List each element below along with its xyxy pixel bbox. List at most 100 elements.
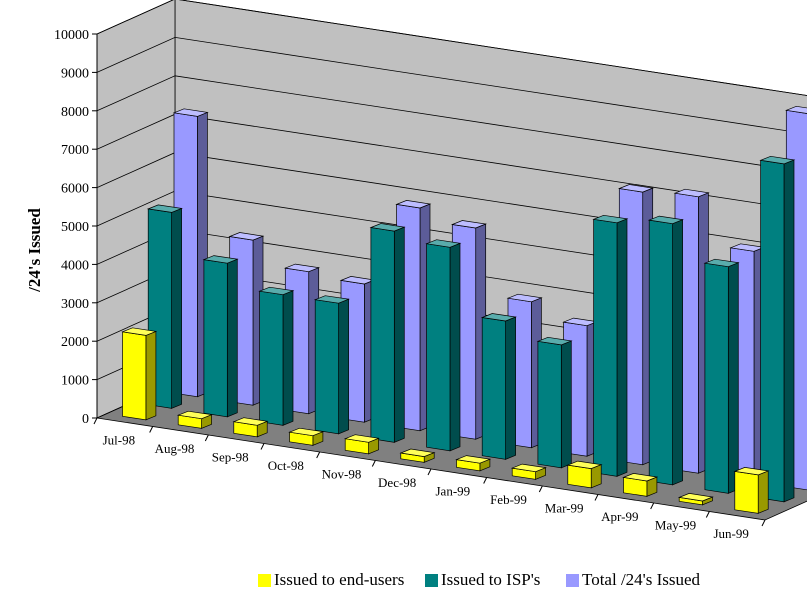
bar-side: [393, 226, 405, 443]
bar-front: [704, 262, 729, 494]
bar-isps-Mar-99: [592, 214, 629, 477]
bar-top: [677, 493, 714, 502]
x-tick-label: Jun-99: [713, 526, 748, 541]
bar-top: [258, 286, 295, 296]
x-tick-label: Nov-98: [322, 466, 362, 481]
bar-front: [537, 340, 562, 469]
bar-front: [259, 290, 284, 426]
bar-front: [314, 299, 339, 435]
y-axis-ticks: 0 1000 2000 3000 4000 5000 6000 7000 8000 9000 100…: [54, 28, 98, 427]
bar-side: [449, 242, 461, 452]
bar-isps-Feb-99: [536, 336, 573, 469]
bar-top: [232, 417, 269, 426]
bar-side: [560, 340, 572, 469]
bar-end-users-Nov-98: [343, 434, 380, 455]
bar-top: [425, 239, 462, 248]
bar-top: [202, 255, 239, 264]
bar-front: [567, 464, 592, 489]
bar-top: [703, 258, 740, 268]
bar-end-users-Aug-98: [176, 410, 213, 429]
y-axis-label: /24's Issued: [25, 208, 44, 293]
bar-end-users-Mar-99: [566, 460, 603, 489]
y-tick-label: 6000: [61, 182, 89, 197]
x-tick-mark: [149, 426, 154, 433]
bar-front: [426, 243, 451, 452]
bar-top: [647, 215, 684, 225]
bar-end-users-Jun-99: [733, 467, 770, 514]
bar-side: [616, 218, 628, 477]
gridline: [96, 36, 807, 135]
legend: Issued to end-users Issued to ISP's Tota…: [0, 570, 807, 592]
x-tick-mark: [204, 434, 209, 442]
legend-label-end-users: Issued to end-users: [274, 570, 405, 589]
x-tick-mark: [316, 451, 321, 459]
bar-top: [536, 336, 573, 346]
bar-top: [146, 204, 183, 213]
bar-top: [506, 293, 543, 303]
bar-isps-Aug-98: [202, 255, 239, 418]
bar-side: [282, 290, 294, 426]
x-tick-label: Feb-99: [490, 492, 527, 507]
bar-isps-Oct-98: [313, 295, 350, 435]
y-tick-label: 7000: [61, 143, 89, 158]
bar-top: [617, 184, 655, 193]
y-tick-label: 3000: [61, 297, 89, 312]
bar-side: [672, 219, 683, 486]
bar-top: [343, 434, 380, 443]
bar-end-users-Sep-98: [232, 417, 269, 438]
bar-side: [727, 262, 739, 494]
x-tick-mark: [594, 494, 599, 501]
bar-end-users-Apr-99: [622, 473, 659, 497]
bar-top: [369, 223, 406, 232]
bar-front: [648, 219, 673, 486]
y-tick-label: 0: [82, 412, 89, 427]
y-tick-label: 1000: [61, 374, 89, 389]
bar-end-users-Jul-98: [121, 327, 158, 421]
bar-top: [176, 410, 213, 420]
x-tick-label: Aug-98: [155, 441, 195, 456]
bar-isps-Nov-98: [369, 223, 406, 443]
x-tick-label: Oct-98: [268, 458, 304, 473]
y-tick-label: 2000: [61, 335, 89, 350]
bar-front: [734, 470, 759, 514]
x-tick-mark: [483, 477, 488, 484]
bar-front: [203, 259, 228, 418]
bar-top: [450, 220, 488, 229]
legend-label-isps: Issued to ISP's: [441, 570, 541, 589]
bar-top: [510, 463, 547, 473]
gridline: [96, 75, 807, 173]
x-tick-mark: [705, 511, 710, 518]
x-tick-mark: [93, 417, 98, 425]
bar-side: [757, 470, 769, 514]
bar-side: [145, 330, 157, 421]
bar-top: [283, 263, 321, 273]
x-tick-mark: [427, 468, 432, 476]
bar-isps-May-99: [703, 258, 740, 494]
y-tick-label: 9000: [61, 66, 89, 81]
y-tick-label: 10000: [54, 28, 89, 43]
bar-end-users-Feb-99: [510, 463, 547, 480]
x-tick-mark: [538, 485, 543, 493]
bar-end-users-Jan-99: [455, 455, 492, 472]
bar-top: [566, 460, 603, 469]
bar-top: [228, 232, 265, 241]
x-tick-mark: [650, 502, 655, 510]
y-tick-label: 5000: [61, 220, 89, 235]
bar-top: [399, 448, 436, 457]
bar-top: [288, 427, 325, 437]
bars: [121, 105, 807, 514]
bar-front: [760, 159, 785, 503]
bar-end-users-Dec-98: [399, 448, 436, 463]
x-tick-mark: [260, 443, 265, 450]
legend-item-total: Total /24's Issued: [566, 570, 700, 590]
x-tick-mark: [371, 460, 376, 467]
x-tick-label: Mar-99: [545, 500, 584, 515]
bar-isps-Jun-99: [759, 155, 796, 503]
x-axis-categories: Jul-98 Aug-98 Sep-98 Oct-98 Nov-98 Dec-98 Jan-…: [93, 417, 766, 541]
y-tick-label: 4000: [61, 258, 89, 273]
bar-top: [733, 467, 770, 476]
legend-swatch-end-users: [258, 573, 271, 587]
legend-swatch-total: [566, 573, 579, 587]
x-tick-label: Jan-99: [435, 483, 470, 498]
